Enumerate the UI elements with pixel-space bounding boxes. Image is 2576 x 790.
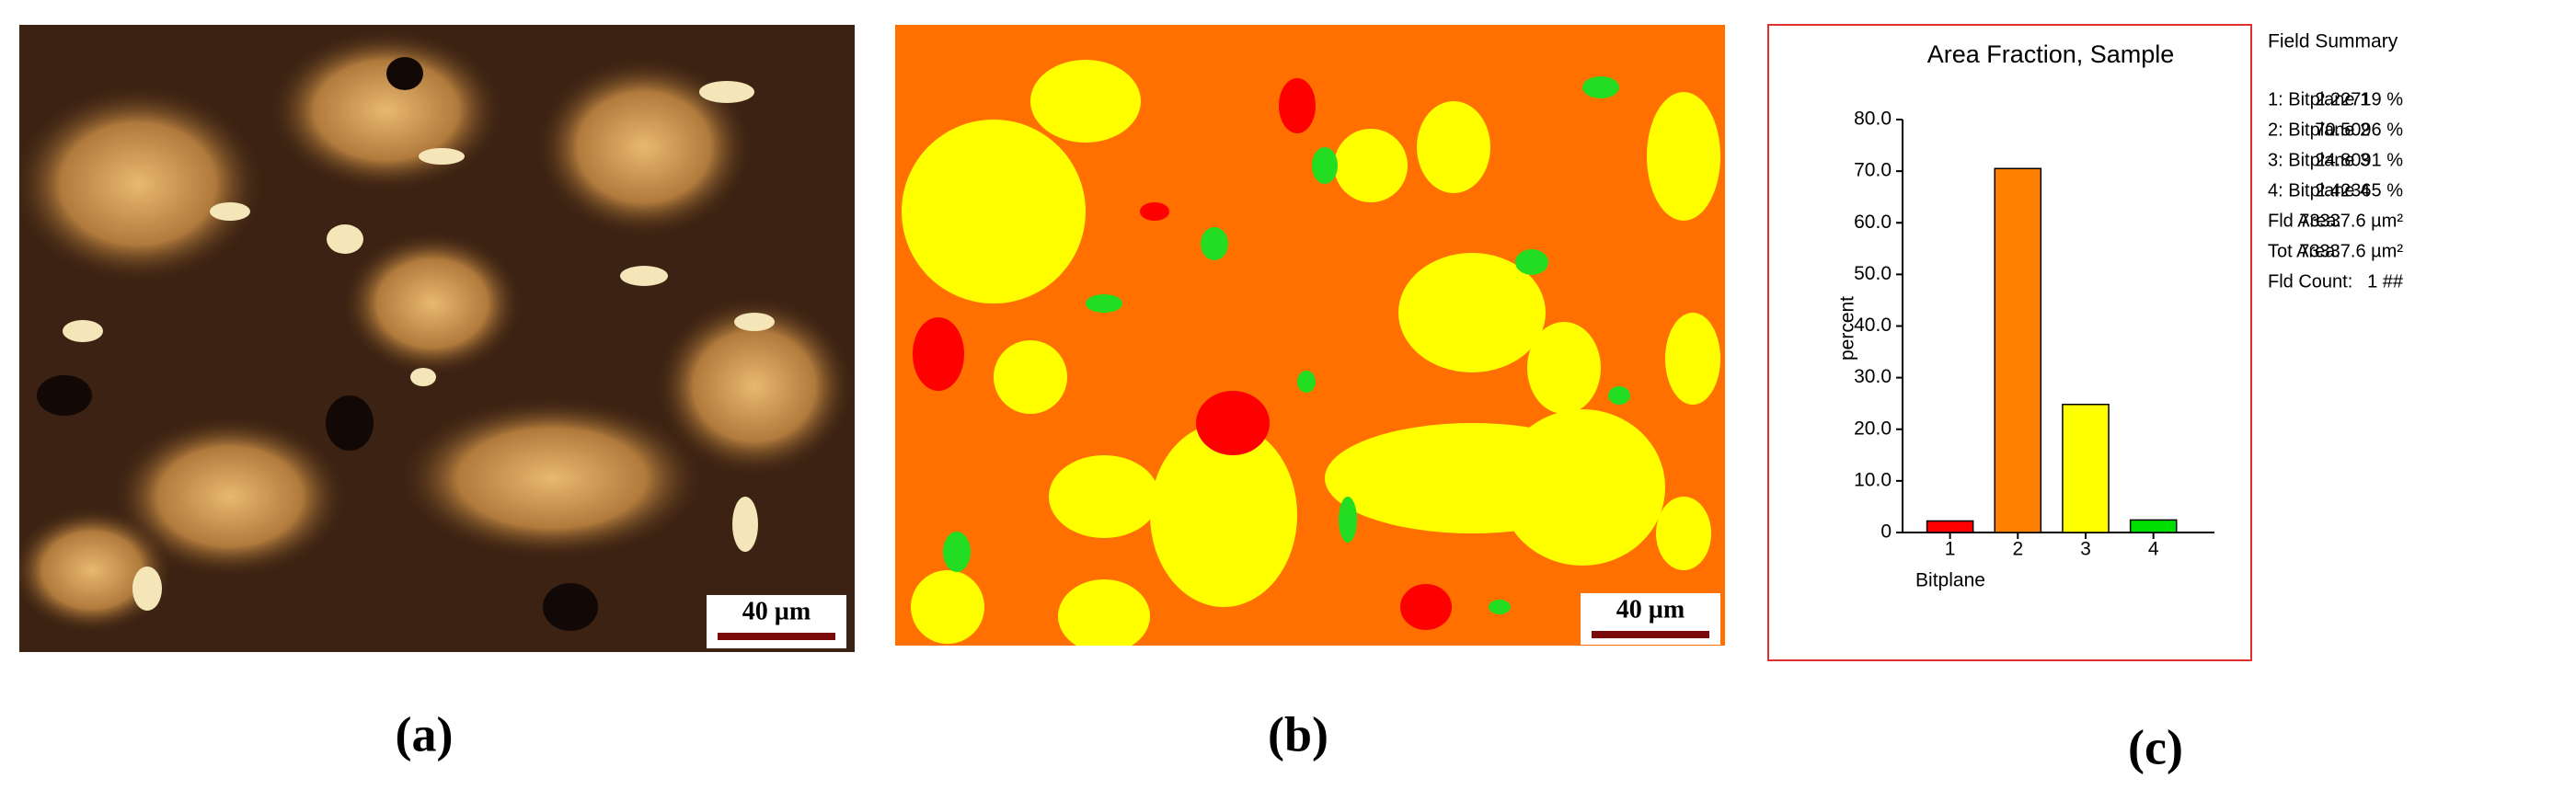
- summary-value: 1 ##: [2367, 271, 2404, 292]
- x-tick-label: 4: [2148, 539, 2159, 560]
- x-axis-label: Bitplane: [1915, 570, 1985, 591]
- y-tick-label: 80.0: [1854, 109, 1892, 130]
- summary-label: 3: Bitplane 3: [2268, 150, 2370, 170]
- bar: [2129, 519, 2178, 533]
- x-tick-label: 3: [2080, 539, 2091, 560]
- scale-bar-label: 40 µm: [742, 597, 811, 625]
- summary-value: 73337.6 µm²: [2299, 241, 2403, 261]
- x-tick-label: 2: [2012, 539, 2023, 560]
- panel-label: (c): [2128, 719, 2183, 774]
- x-tick-label: 1: [1945, 539, 1956, 560]
- summary-label: 4: Bitplane 4: [2268, 180, 2370, 200]
- y-tick-label: 20.0: [1854, 418, 1892, 439]
- micrograph: [19, 25, 855, 652]
- y-tick-label: 40.0: [1854, 315, 1892, 336]
- summary-label: Fld Area:: [2268, 211, 2341, 231]
- summary-label: Tot Area:: [2268, 241, 2340, 261]
- scale-bar-label: 40 µm: [1616, 595, 1685, 624]
- summary-label: Fld Count:: [2268, 271, 2352, 292]
- summary-value: 73337.6 µm²: [2299, 211, 2403, 231]
- bar: [1926, 520, 1974, 533]
- bar: [1994, 167, 2042, 533]
- y-tick-label: 30.0: [1854, 366, 1892, 387]
- summary-value: 2.22719 %: [2315, 89, 2403, 109]
- summary-label: 2: Bitplane 2: [2268, 120, 2370, 140]
- bar: [2062, 404, 2110, 533]
- y-tick-label: 10.0: [1854, 469, 1892, 490]
- panel-label: (b): [1268, 706, 1328, 761]
- y-tick-label: 60.0: [1854, 212, 1892, 233]
- summary-value: 70.5096 %: [2315, 120, 2403, 140]
- summary-value: 2.42365 %: [2315, 180, 2403, 200]
- chart-title: Area Fraction, Sample: [1927, 40, 2175, 68]
- summary-value: 24.8091 %: [2315, 150, 2403, 170]
- y-tick-label: 50.0: [1854, 263, 1892, 284]
- panel-label: (a): [396, 706, 454, 761]
- y-axis-label: percent: [1837, 296, 1858, 361]
- summary-title: Field Summary: [2268, 31, 2398, 52]
- summary-label: 1: Bitplane 1: [2268, 89, 2370, 109]
- y-tick-label: 0: [1880, 521, 1892, 543]
- segmented-image: [895, 25, 1725, 646]
- y-tick-label: 70.0: [1854, 160, 1892, 181]
